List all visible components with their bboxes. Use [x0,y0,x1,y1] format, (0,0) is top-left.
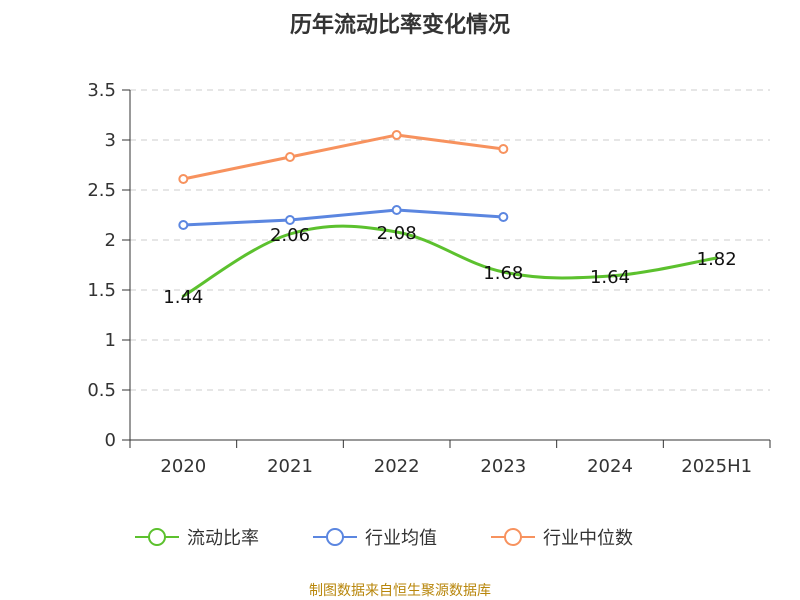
data-label: 2.06 [270,225,310,246]
legend: 流动比率 行业均值 行业中位数 [135,528,633,549]
data-point [391,130,402,140]
x-tick-label: 2025H1 [681,456,752,477]
legend-item: 行业中位数 [491,528,633,549]
y-tick-label: 1 [105,330,116,351]
series-line [181,133,505,181]
data-point [178,220,189,230]
series-2 [178,130,509,184]
data-point [178,174,189,184]
x-tick-label: 2023 [480,456,526,477]
data-labels: 1.44 2.06 2.08 1.68 1.64 1.82 [163,223,736,308]
y-tick-label: 0.5 [87,380,116,401]
legend-swatch-marker [326,528,344,546]
data-point [391,205,402,215]
y-tick-label: 2 [105,230,116,251]
legend-label: 流动比率 [187,528,259,549]
series-1 [178,205,509,230]
x-tick-label: 2022 [374,456,420,477]
y-tick-label: 3 [105,130,116,151]
y-tick-label: 0 [105,430,116,451]
series-line [181,208,505,227]
y-tick-label: 3.5 [87,80,116,101]
data-label: 1.44 [163,287,203,308]
series-layer [178,130,719,298]
legend-swatch-marker [504,528,522,546]
legend-swatch-marker [148,528,166,546]
series-line [181,224,719,298]
data-point [498,212,509,222]
legend-label: 行业中位数 [543,528,633,549]
x-tick-label: 2021 [267,456,313,477]
legend-item: 流动比率 [135,528,259,549]
data-point [285,152,295,162]
grid-lines [130,89,770,391]
legend-item: 行业均值 [313,528,437,549]
data-label: 1.68 [483,263,523,284]
y-tick-label: 2.5 [87,180,116,201]
data-label: 1.64 [590,267,630,288]
x-tick-label: 2024 [587,456,633,477]
source-note: 制图数据来自恒生聚源数据库 [309,583,491,599]
data-label: 1.82 [697,249,737,270]
x-tick-label: 2020 [160,456,206,477]
chart-title: 历年流动比率变化情况 [290,12,510,38]
legend-label: 行业均值 [365,528,437,549]
data-label: 2.08 [377,223,417,244]
axes: 0 0.5 1 1.5 2 2.5 3 3.5 2020 2021 2022 2023 2024 2025… [87,80,771,477]
y-tick-label: 1.5 [87,280,116,301]
data-point [498,144,509,154]
data-point [285,215,295,225]
series-0 [181,224,719,298]
